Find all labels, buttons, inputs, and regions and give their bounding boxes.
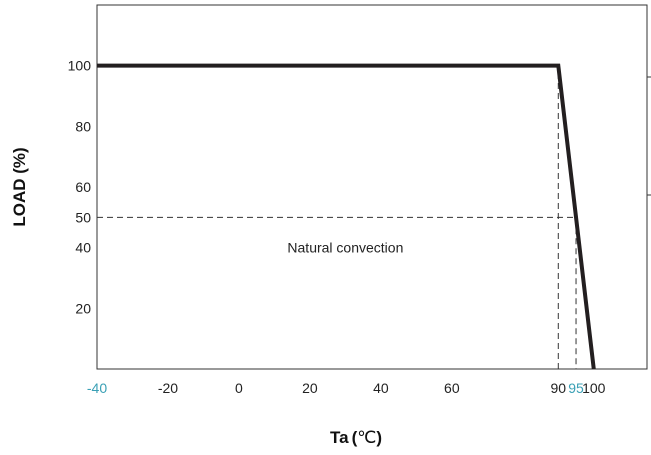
x-tick-label-0: 0 [235,380,243,396]
x-tick-label-95: 95 [568,380,584,396]
y-tick-label-50: 50 [75,209,91,225]
x-tick-label-40: 40 [373,380,389,396]
annotation-natural-convection: Natural convection [287,240,403,256]
reference-lines [97,65,577,369]
y-tick-label-40: 40 [75,240,91,256]
x-tick-label-20: 20 [302,380,318,396]
series-group [97,63,596,370]
x-axis-title-unit-symbol: ℃ [357,428,376,447]
x-axis-title-unit-close: ) [376,428,382,447]
plot-frame [96,4,648,370]
x-tick-label-60: 60 [444,380,460,396]
x-axis-title-var: Ta [330,428,349,447]
y-tick-label-60: 60 [75,179,91,195]
derating-curve-line [97,63,596,370]
y-tick-label-80: 80 [75,118,91,134]
reference-line-2 [97,216,577,369]
x-tick-label-90: 90 [551,380,567,396]
x-tick-label-minus-40: -40 [87,380,107,396]
y-tick-labels: 20 40 50 60 80 100 [68,58,92,317]
x-tick-label-100: 100 [582,380,606,396]
x-axis-title: Ta (℃) [330,428,382,447]
y-tick-label-20: 20 [75,300,91,316]
x-tick-label-minus-20: -20 [158,380,178,396]
y-axis-title: LOAD (%) [10,147,29,226]
y-tick-label-100: 100 [68,58,92,74]
x-axis-title-unit-open: ( [352,428,358,447]
